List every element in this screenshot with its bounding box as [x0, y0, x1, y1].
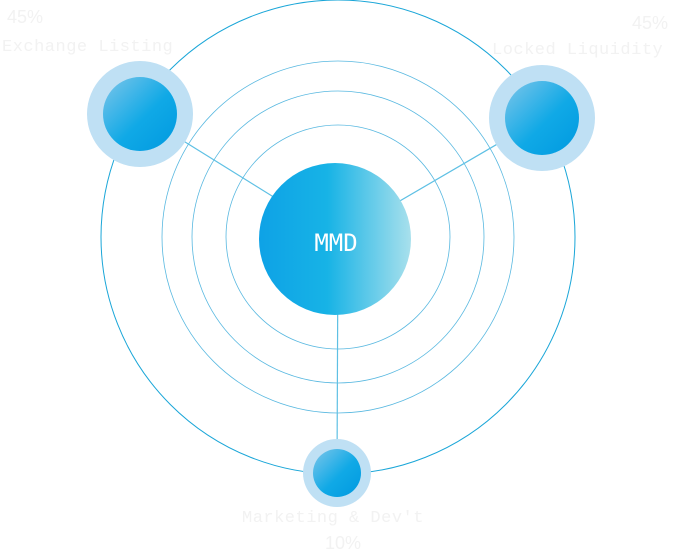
node-exchange-listing	[87, 61, 193, 167]
node-marketing-dev	[303, 439, 371, 507]
node-locked-liquidity	[489, 65, 595, 171]
marketing-dev-percent: 10%	[325, 533, 362, 553]
inner-ring-2	[191, 90, 485, 384]
node-core	[313, 449, 361, 497]
marketing-dev-label: Marketing & Dev't	[242, 509, 424, 528]
exchange-listing-percent: 45%	[7, 7, 44, 27]
node-core	[505, 81, 579, 155]
locked-liquidity-percent: 45%	[632, 13, 669, 33]
center-label: MMD	[314, 229, 357, 257]
exchange-listing-label: Exchange Listing	[2, 38, 174, 57]
center-node	[259, 163, 411, 315]
locked-liquidity-label: Locked Liquidity	[492, 41, 664, 60]
inner-ring-3	[161, 60, 515, 414]
node-core	[103, 77, 177, 151]
